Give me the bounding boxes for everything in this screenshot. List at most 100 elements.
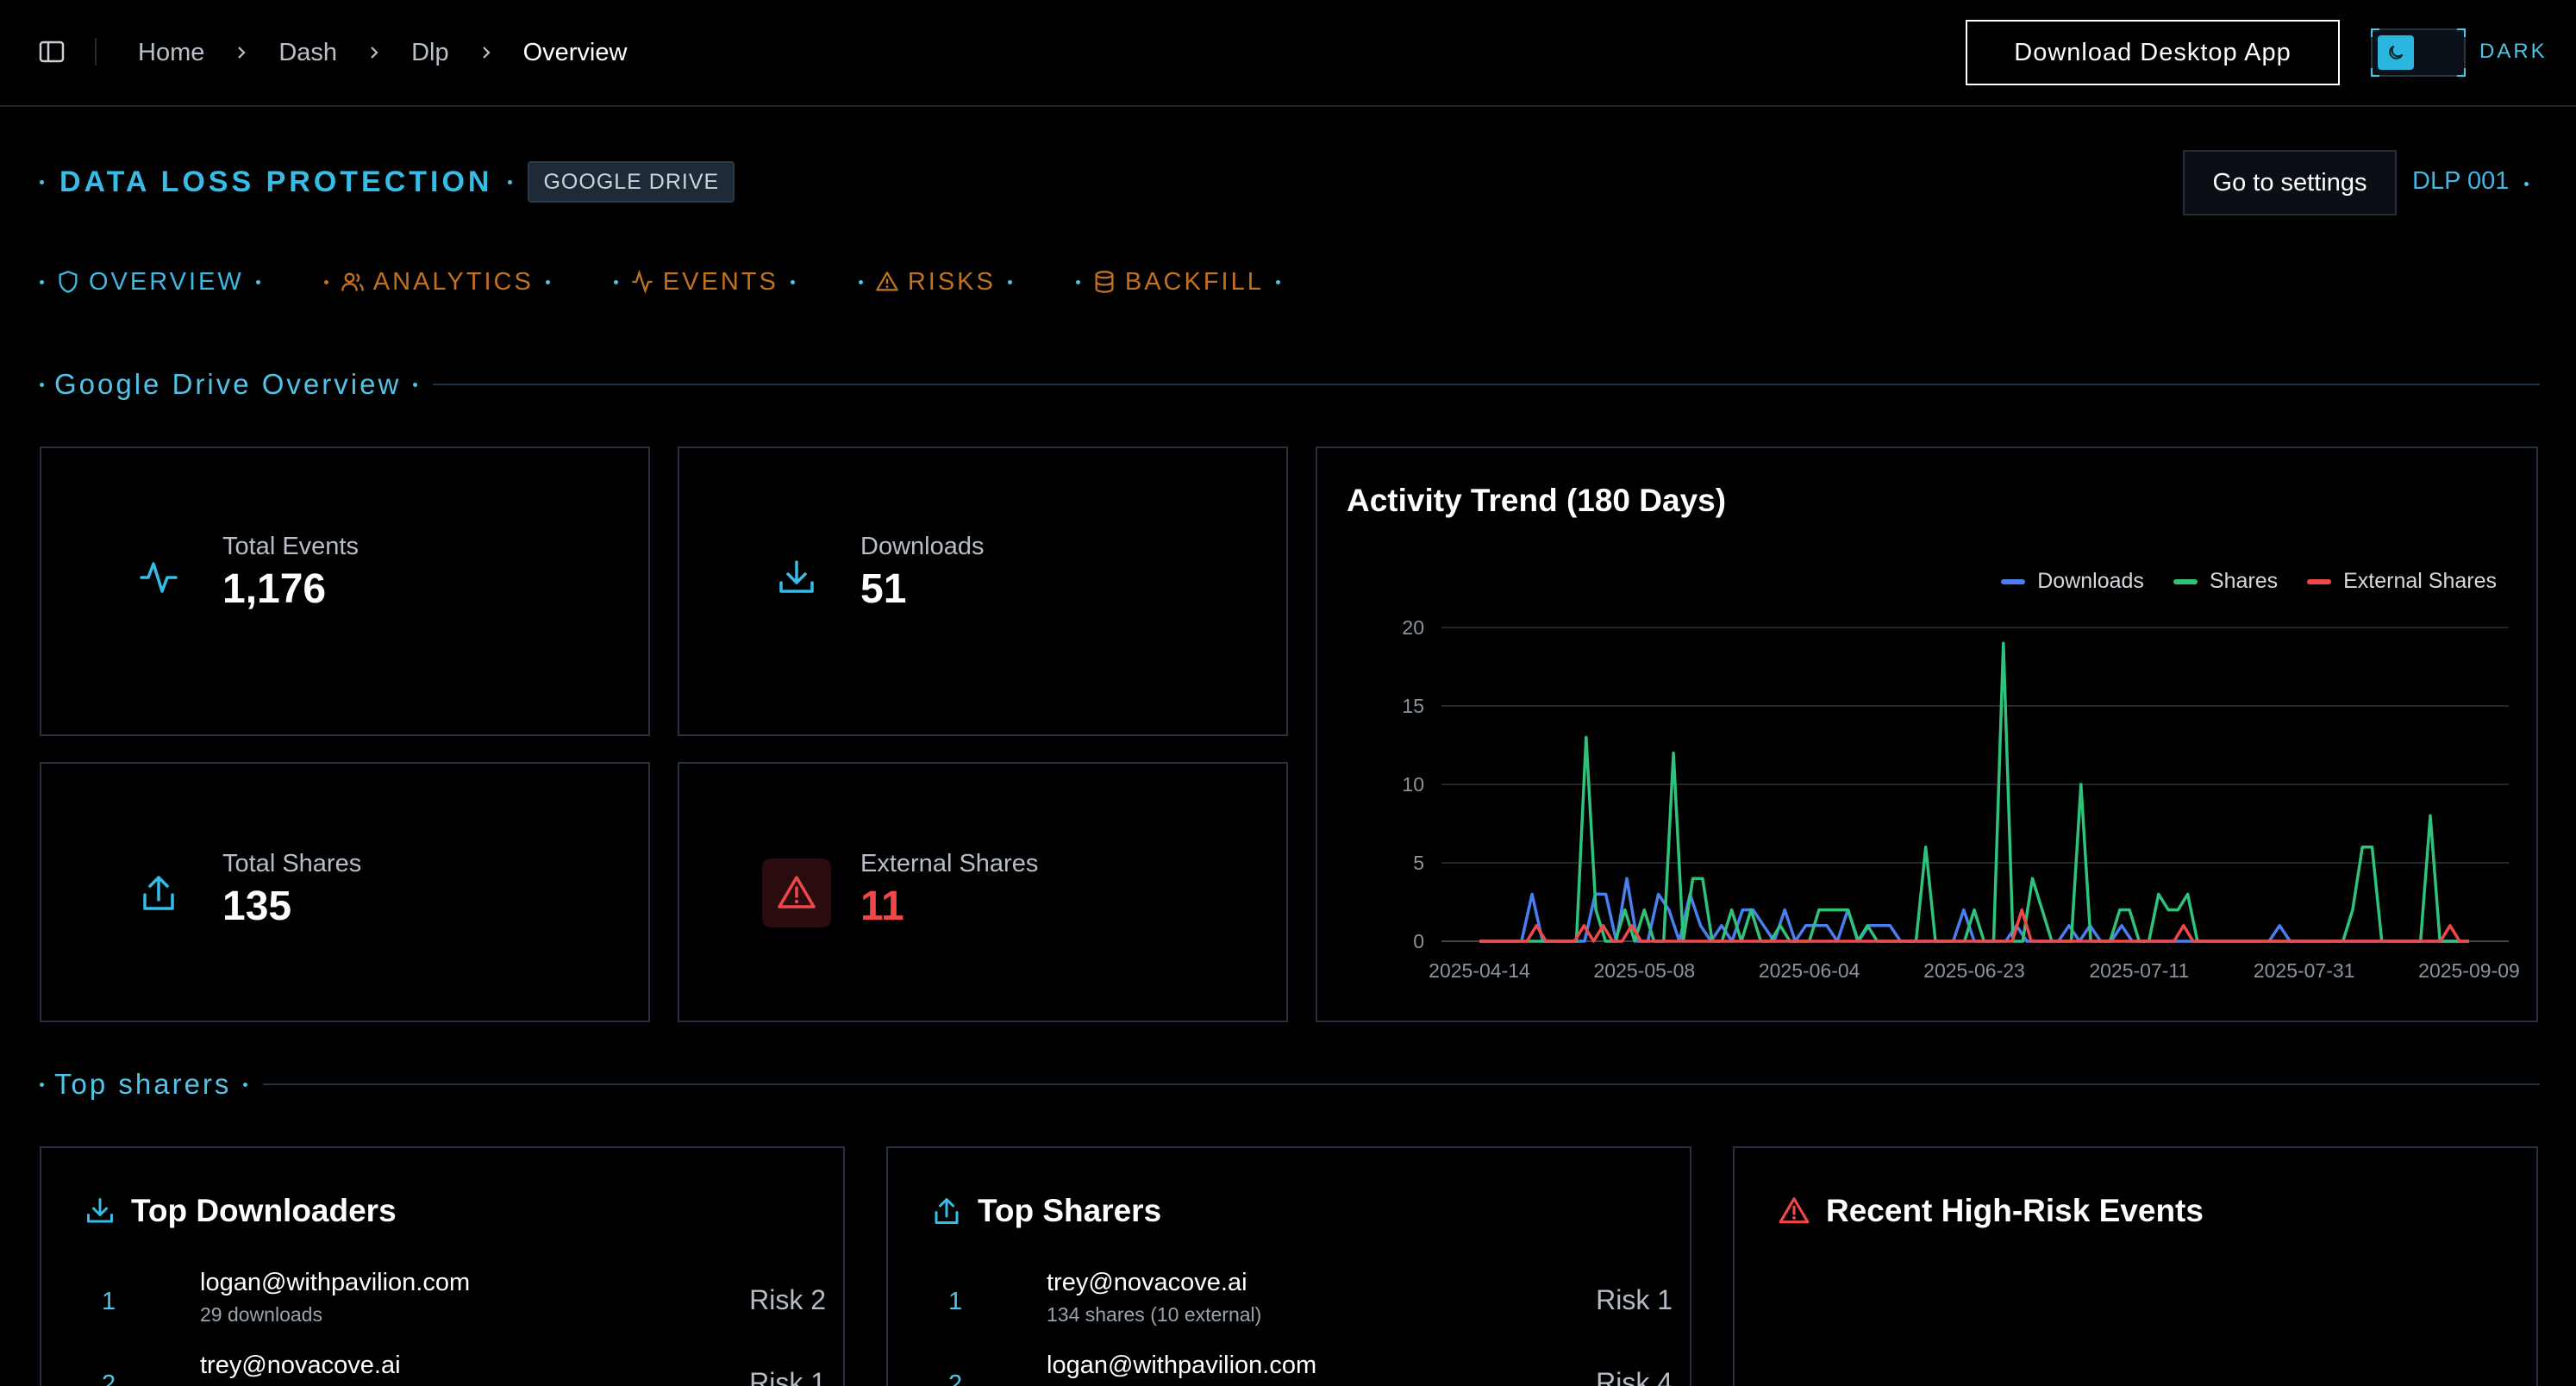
risk-score: Risk 1 (1596, 1284, 1673, 1315)
rank: 1 (102, 1288, 116, 1315)
high-risk-events-title-text: Recent High-Risk Events (1826, 1193, 2204, 1228)
stat-value: 11 (860, 883, 904, 929)
top-downloaders-card: Top Downloaders 1 logan@withpavilion.com… (40, 1146, 845, 1386)
activity-icon (632, 270, 653, 294)
shield-icon (59, 271, 78, 293)
breadcrumb-home[interactable]: Home (138, 38, 205, 66)
y-tick-label: 15 (1402, 695, 1424, 717)
decor-dot (323, 279, 328, 284)
decor-dot (858, 279, 863, 284)
tab-overview[interactable]: OVERVIEW (40, 268, 260, 297)
section-divider (433, 384, 2540, 385)
page-title-row: DATA LOSS PROTECTION GOOGLE DRIVE (40, 160, 735, 203)
decor-dot (508, 179, 513, 184)
top-bar: Home Dash Dlp Overview Download Desktop … (0, 0, 2576, 107)
source-badge: GOOGLE DRIVE (528, 161, 735, 203)
top-sharers-section-title: Top sharers (54, 1068, 232, 1100)
user-detail: 29 downloads (200, 1303, 322, 1326)
decor-dot (1275, 279, 1280, 284)
stat-card-external-shares: External Shares 11 (678, 762, 1288, 1022)
legend-item-shares[interactable]: Shares (2173, 569, 2278, 594)
download-desktop-app-button[interactable]: Download Desktop App (1966, 20, 2340, 85)
top-downloaders-title: Top Downloaders (84, 1193, 397, 1229)
x-tick-label: 2025-04-14 (1429, 959, 1530, 982)
section-divider (263, 1083, 2540, 1085)
overview-section-title: Google Drive Overview (54, 368, 402, 400)
warning-icon (875, 272, 898, 291)
tab-overview-label: OVERVIEW (89, 267, 244, 296)
decor-dot (545, 279, 550, 284)
decor-dot (40, 1082, 44, 1087)
decor-dot (1007, 279, 1012, 284)
y-tick-label: 20 (1402, 616, 1424, 639)
activity-icon (140, 562, 178, 593)
legend-item-downloads[interactable]: Downloads (2001, 569, 2144, 594)
risk-score: Risk 4 (1596, 1367, 1673, 1386)
list-item[interactable]: 2 trey@novacove.ai Risk 1 (84, 1352, 826, 1386)
chevron-right-icon (371, 47, 378, 59)
series-line-shares (1479, 641, 2469, 943)
stat-label: Total Shares (222, 850, 362, 877)
top-downloaders-title-text: Top Downloaders (131, 1193, 397, 1228)
user-email: logan@withpavilion.com (200, 1269, 471, 1296)
tab-analytics[interactable]: ANALYTICS (323, 267, 550, 297)
x-tick-label: 2025-07-31 (2254, 959, 2355, 982)
theme-toggle[interactable] (2371, 28, 2466, 77)
y-tick-label: 10 (1402, 773, 1424, 796)
legend-item-external-shares[interactable]: External Shares (2307, 569, 2497, 594)
user-email: logan@withpavilion.com (1047, 1352, 1317, 1379)
decor-dot (2524, 182, 2529, 186)
user-email: trey@novacove.ai (1047, 1269, 1247, 1296)
tab-backfill-label: BACKFILL (1124, 267, 1264, 296)
breadcrumb-overview: Overview (522, 38, 628, 66)
download-icon (87, 1198, 113, 1223)
stat-value: 51 (860, 566, 907, 612)
header-divider (95, 38, 97, 66)
tab-events[interactable]: EVENTS (613, 268, 795, 297)
list-item[interactable]: 1 logan@withpavilion.com 29 downloads Ri… (84, 1269, 826, 1338)
breadcrumb-dash[interactable]: Dash (278, 38, 338, 66)
share-icon (935, 1198, 959, 1224)
stat-card-total-shares: Total Shares 135 (40, 762, 650, 1022)
go-to-settings-button[interactable]: Go to settings (2183, 150, 2397, 215)
top-sharers-card: Top Sharers 1 trey@novacove.ai 134 share… (886, 1146, 1691, 1386)
list-item[interactable]: 2 logan@withpavilion.com Risk 4 (931, 1352, 1673, 1386)
tab-risks[interactable]: RISKS (858, 268, 1012, 297)
stat-label: Total Events (222, 533, 359, 560)
decor-dot (413, 382, 418, 387)
overview-section-header: Google Drive Overview (40, 367, 2540, 402)
sidebar-toggle-icon[interactable] (38, 38, 66, 66)
top-sharers-title-text: Top Sharers (978, 1193, 1162, 1228)
theme-label: DARK (2479, 40, 2548, 63)
warning-icon (1779, 1197, 1810, 1224)
tab-analytics-label: ANALYTICS (372, 267, 534, 296)
top-sharers-title: Top Sharers (931, 1193, 1161, 1229)
y-tick-label: 0 (1413, 930, 1424, 952)
chart-legend: Downloads Shares External Shares (1972, 569, 2497, 594)
decor-dot (243, 1082, 248, 1087)
x-tick-label: 2025-07-11 (2089, 959, 2189, 982)
rank: 1 (948, 1288, 963, 1315)
x-tick-label: 2025-06-04 (1759, 959, 1860, 982)
y-tick-label: 5 (1413, 852, 1424, 874)
list-item[interactable]: 1 trey@novacove.ai 134 shares (10 extern… (931, 1269, 1673, 1338)
activity-trend-card: Activity Trend (180 Days) Downloads Shar… (1316, 446, 2538, 1022)
decor-dot (40, 179, 44, 184)
legend-label: Downloads (2037, 569, 2144, 593)
download-icon (779, 560, 814, 593)
breadcrumb-dlp[interactable]: Dlp (411, 38, 449, 66)
high-risk-events-card: Recent High-Risk Events (1733, 1146, 2538, 1386)
page-title: DATA LOSS PROTECTION (59, 165, 493, 198)
rank: 2 (102, 1370, 116, 1386)
tab-backfill[interactable]: BACKFILL (1075, 267, 1280, 297)
theme-toggle-knob (2378, 35, 2414, 70)
activity-trend-chart: 0 5 10 15 20 2025-04-14 2025-05-08 2025-06-04 20… (1402, 616, 2519, 982)
warning-icon-box (762, 858, 831, 927)
chevron-right-icon (482, 47, 491, 59)
user-email: trey@novacove.ai (200, 1352, 401, 1379)
rank: 2 (948, 1370, 963, 1386)
decor-dot (790, 279, 795, 284)
stat-label: External Shares (860, 850, 1039, 877)
decor-dot (40, 279, 44, 284)
users-icon (341, 272, 364, 291)
